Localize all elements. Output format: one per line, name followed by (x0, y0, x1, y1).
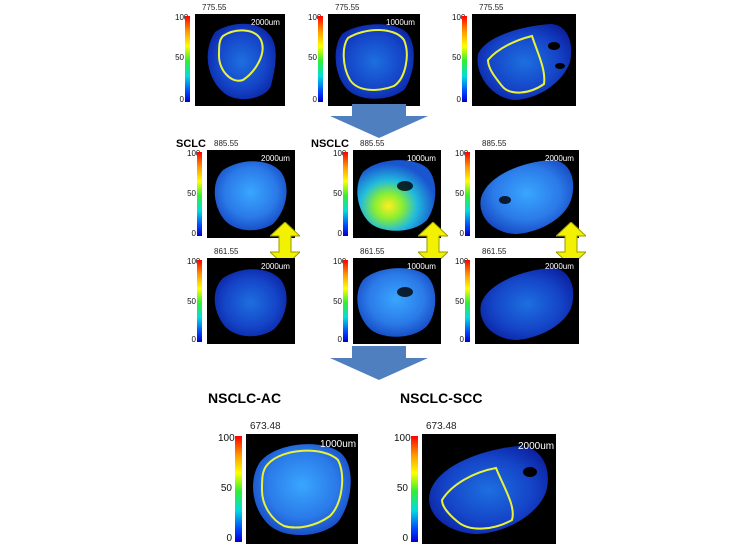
tissue-image (246, 434, 358, 544)
scale-label: 1000um (386, 18, 415, 27)
cbar-tick-max: 100 (175, 13, 189, 22)
colorbar (411, 436, 418, 542)
colorbar (465, 152, 470, 236)
mz-label: 861.55 (214, 247, 239, 256)
panel-r2-c2: 100 50 0 885.55 1000um (333, 138, 443, 240)
tissue-image (475, 258, 579, 344)
panel-r2-c3: 100 50 0 885.55 2000um (455, 138, 581, 240)
cbar-tick-mid: 50 (455, 297, 464, 306)
cbar-tick-max: 100 (187, 149, 201, 158)
cbar-tick-mid: 50 (333, 297, 342, 306)
colorbar (343, 152, 348, 236)
cbar-tick-max: 100 (308, 13, 322, 22)
down-arrow-icon (330, 104, 428, 138)
label-nsclc: NSCLC (311, 138, 349, 150)
cbar-tick-max: 100 (333, 257, 347, 266)
cbar-tick-mid: 50 (308, 53, 317, 62)
mz-label: 885.55 (482, 139, 507, 148)
scale-label: 2000um (545, 154, 574, 163)
cbar-tick-min: 0 (337, 335, 342, 344)
cbar-tick-mid: 50 (175, 53, 184, 62)
cbar-tick-mid: 50 (333, 189, 342, 198)
panel-r1-c2: 100 50 0 775.55 1000um (308, 4, 420, 108)
cbar-tick-min: 0 (226, 533, 232, 544)
cbar-tick-max: 100 (455, 257, 469, 266)
mz-label: 885.55 (360, 139, 385, 148)
tissue-image (472, 14, 576, 106)
mz-label: 673.48 (426, 421, 457, 432)
cbar-tick-mid: 50 (187, 297, 196, 306)
cbar-tick-min: 0 (191, 229, 196, 238)
cbar-tick-max: 100 (333, 149, 347, 158)
cbar-tick-max: 100 (394, 433, 411, 444)
tissue-image (353, 150, 441, 238)
colorbar (343, 260, 348, 342)
colorbar (462, 16, 467, 102)
tissue-image (353, 258, 441, 344)
scale-label: 1000um (320, 439, 357, 450)
tissue-image (207, 150, 295, 238)
mz-label: 775.55 (335, 3, 360, 12)
panel-r3-c2: 100 50 0 861.55 1000um (333, 246, 443, 346)
panel-r4-c1: 100 50 0 673.48 1000um (218, 418, 360, 546)
cbar-tick-min: 0 (456, 95, 461, 104)
scale-label: 2000um (251, 18, 280, 27)
mz-label: 673.48 (250, 421, 281, 432)
colorbar (197, 152, 202, 236)
panel-r3-c3: 100 50 0 861.55 2000um (455, 246, 581, 346)
panel-r1-c1: 100 50 0 775.55 2000um (175, 4, 287, 108)
panel-r4-c2: 100 50 0 673.48 2000um (394, 418, 558, 546)
tissue-image (328, 14, 420, 106)
label-sclc: SCLC (176, 138, 206, 150)
label-nsclc-scc: NSCLC-SCC (400, 390, 483, 406)
colorbar (318, 16, 323, 102)
colorbar (185, 16, 190, 102)
scale-label: 1000um (407, 262, 436, 271)
mz-label: 885.55 (214, 139, 239, 148)
cbar-tick-max: 100 (218, 433, 235, 444)
scale-label: 1000um (407, 154, 436, 163)
double-arrow-icon (418, 222, 448, 266)
colorbar (197, 260, 202, 342)
cbar-tick-min: 0 (179, 95, 184, 104)
cbar-tick-min: 0 (191, 335, 196, 344)
colorbar (235, 436, 242, 542)
mz-label: 775.55 (202, 3, 227, 12)
double-arrow-icon (556, 222, 586, 266)
tissue-image (195, 14, 285, 106)
mz-label: 861.55 (360, 247, 385, 256)
scale-label: 2000um (545, 262, 574, 271)
label-nsclc-ac: NSCLC-AC (208, 390, 282, 406)
mz-label: 861.55 (482, 247, 507, 256)
cbar-tick-max: 100 (455, 149, 469, 158)
scale-label: 2000um (261, 154, 290, 163)
cbar-tick-mid: 50 (187, 189, 196, 198)
tissue-image (422, 434, 556, 544)
tissue-image (207, 258, 295, 344)
cbar-tick-mid: 50 (455, 189, 464, 198)
double-arrow-icon (270, 222, 300, 266)
cbar-tick-mid: 50 (452, 53, 461, 62)
panel-r3-c1: 100 50 0 861.55 2000um (187, 246, 297, 346)
mz-label: 775.55 (479, 3, 504, 12)
cbar-tick-max: 100 (452, 13, 466, 22)
down-arrow-icon (330, 346, 428, 380)
cbar-tick-min: 0 (459, 335, 464, 344)
cbar-tick-min: 0 (402, 533, 408, 544)
colorbar (465, 260, 470, 342)
cbar-tick-mid: 50 (220, 483, 232, 494)
cbar-tick-mid: 50 (396, 483, 408, 494)
scale-label: 2000um (518, 441, 555, 452)
cbar-tick-min: 0 (459, 229, 464, 238)
panel-r2-c1: 100 50 0 885.55 2000um (187, 138, 297, 240)
tissue-image (475, 150, 579, 238)
cbar-tick-min: 0 (337, 229, 342, 238)
cbar-tick-max: 100 (187, 257, 201, 266)
panel-r1-c3: 100 50 0 775.55 (452, 4, 578, 108)
scale-label: 2000um (261, 262, 290, 271)
cbar-tick-min: 0 (312, 95, 317, 104)
